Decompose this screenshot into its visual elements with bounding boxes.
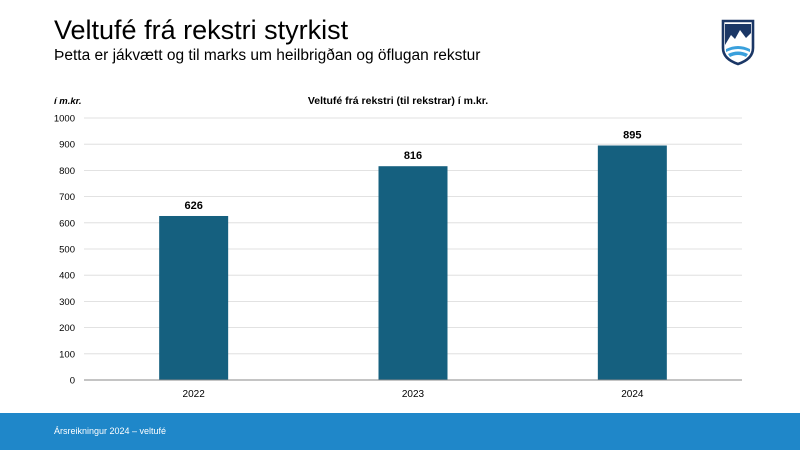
- bar-2024: [597, 145, 667, 380]
- y-tick-label: 600: [59, 218, 75, 229]
- y-axis-ticks: 0 100 200 300 400 500 600 700 800 900 1000: [54, 114, 75, 387]
- y-tick-label: 700: [59, 192, 75, 203]
- y-tick-label: 1000: [54, 114, 75, 125]
- y-tick-label: 100: [59, 349, 75, 360]
- bars: [159, 145, 667, 380]
- bar-chart: Veltufé frá rekstri (til rekstrar) í m.k…: [54, 95, 742, 400]
- y-tick-label: 900: [59, 140, 75, 151]
- bar-2023: [378, 166, 448, 380]
- y-tick-label: 800: [59, 166, 75, 177]
- data-labels: 626 816 895: [184, 130, 641, 212]
- data-label-2024: 895: [623, 130, 641, 142]
- data-label-2022: 626: [184, 200, 202, 212]
- bar-2022: [159, 215, 229, 380]
- y-tick-label: 300: [59, 297, 75, 308]
- x-tick-label: 2022: [183, 389, 206, 400]
- page-subtitle: Þetta er jákvætt og til marks um heilbri…: [54, 47, 481, 64]
- footer-bar: Ársreikningur 2024 – veltufé: [0, 413, 800, 450]
- y-axis-unit-label: í m.kr.: [54, 96, 81, 107]
- footer-text: Ársreikningur 2024 – veltufé: [54, 426, 167, 436]
- y-tick-label: 500: [59, 245, 75, 256]
- x-tick-label: 2024: [621, 389, 644, 400]
- y-tick-label: 400: [59, 271, 75, 282]
- y-tick-label: 200: [59, 323, 75, 334]
- page-title: Veltufé frá rekstri styrkist: [54, 15, 349, 45]
- y-tick-label: 0: [70, 376, 75, 387]
- x-axis-ticks: 2022 2023 2024: [183, 389, 644, 400]
- chart-title: Veltufé frá rekstri (til rekstrar) í m.k…: [308, 95, 488, 107]
- x-tick-label: 2023: [402, 389, 425, 400]
- mountain-crest-shield-icon: [721, 19, 755, 66]
- data-label-2023: 816: [404, 150, 422, 162]
